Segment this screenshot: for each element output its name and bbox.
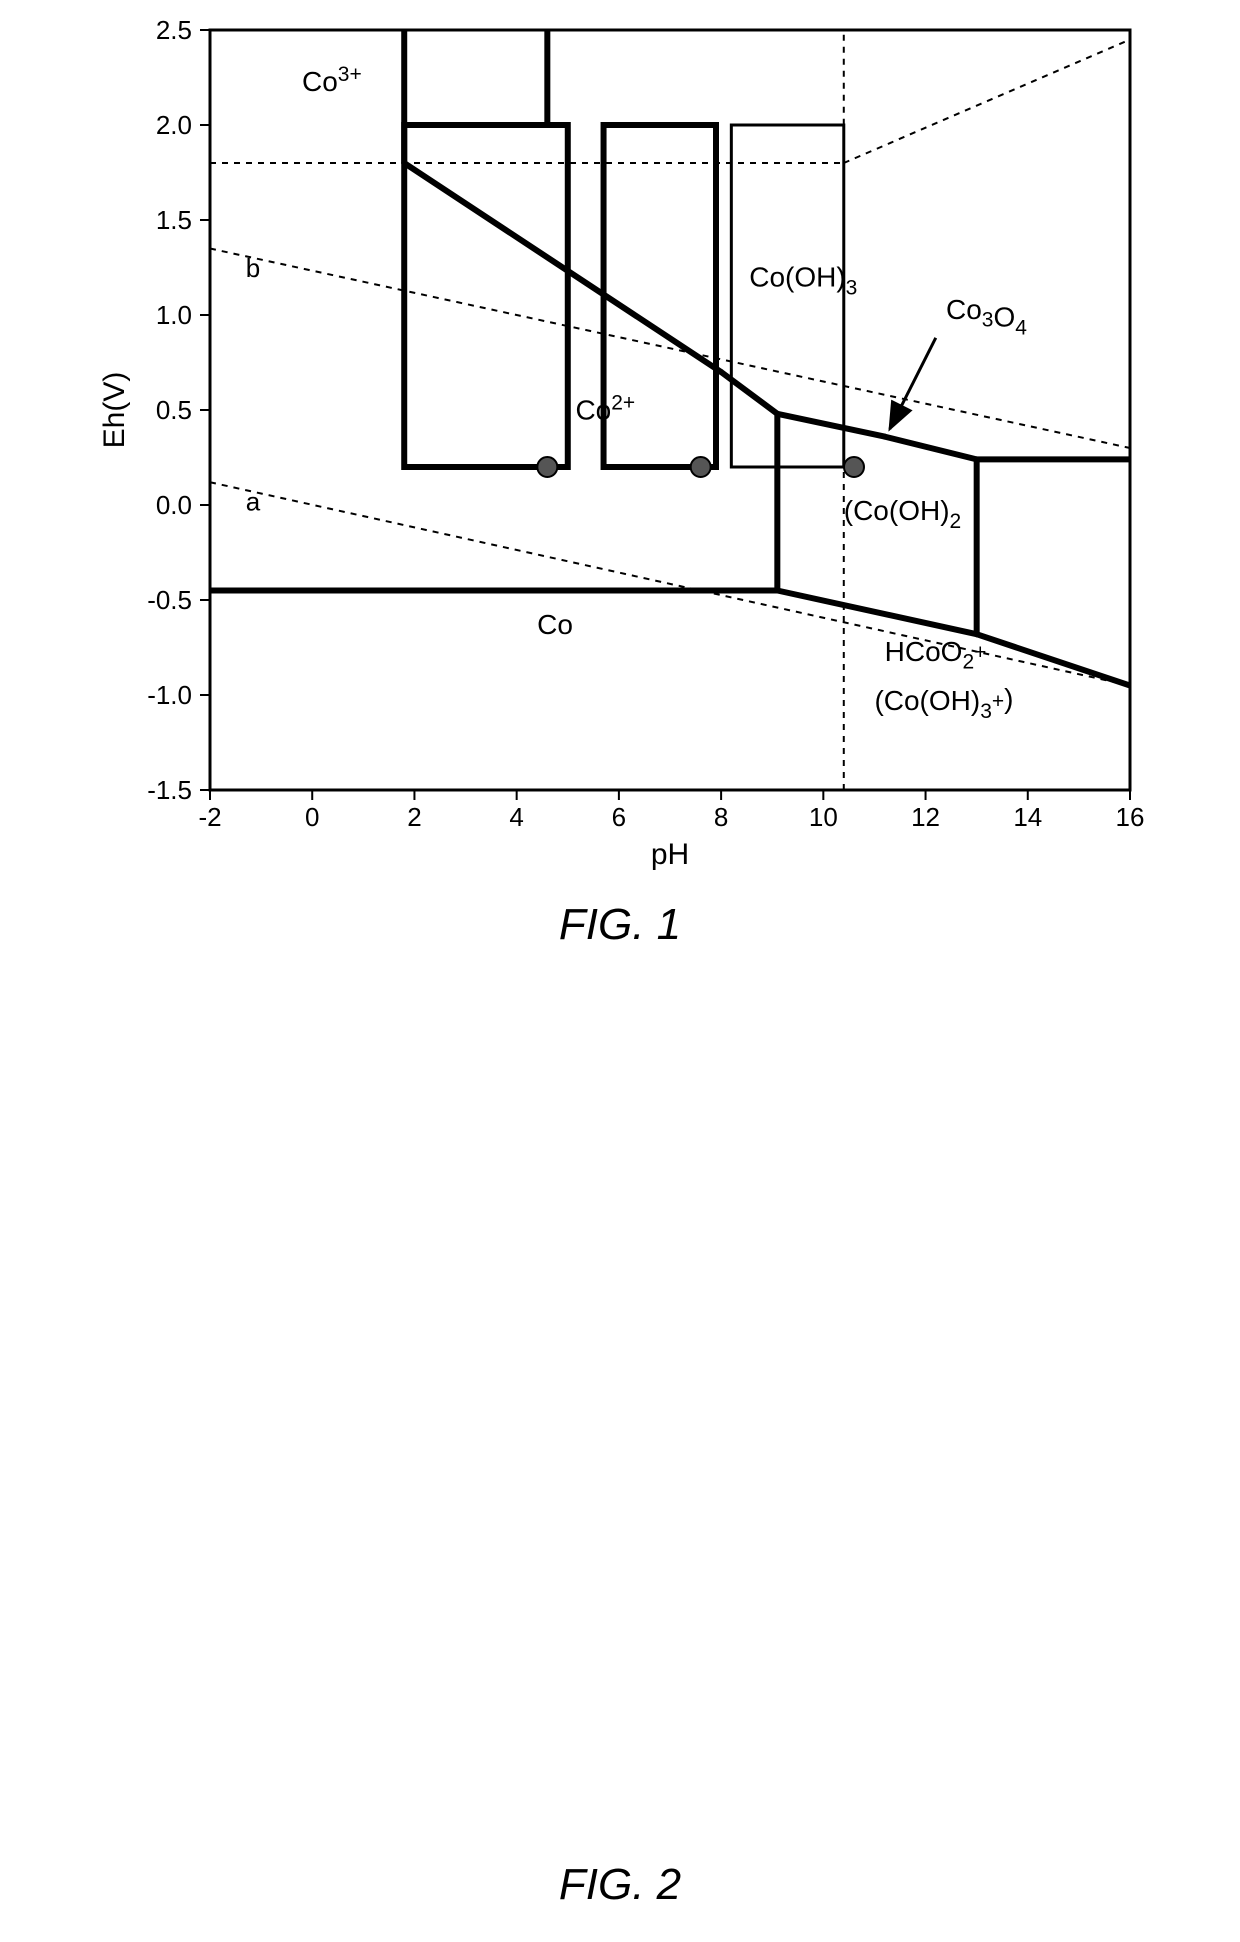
svg-text:-1.5: -1.5 (147, 775, 192, 805)
fig2-caption: FIG. 2 (0, 1860, 1240, 1910)
svg-text:pH: pH (651, 838, 689, 871)
svg-text:1.5: 1.5 (156, 205, 192, 235)
svg-text:a: a (246, 487, 261, 517)
svg-text:-2: -2 (198, 802, 221, 832)
pourbaix-diagram: abCo3+Co2+Co(OH)3Co3O4(Co(OH)2CoHCoO2+(C… (0, 0, 1240, 970)
svg-text:8: 8 (714, 802, 728, 832)
svg-text:1.0: 1.0 (156, 300, 192, 330)
svg-text:-1.0: -1.0 (147, 680, 192, 710)
svg-text:0.5: 0.5 (156, 395, 192, 425)
svg-text:16: 16 (1116, 802, 1145, 832)
svg-text:14: 14 (1013, 802, 1042, 832)
fig1-caption: FIG. 1 (0, 900, 1240, 950)
svg-text:b: b (246, 253, 260, 283)
svg-text:10: 10 (809, 802, 838, 832)
svg-text:2.0: 2.0 (156, 110, 192, 140)
svg-text:12: 12 (911, 802, 940, 832)
svg-text:-0.5: -0.5 (147, 585, 192, 615)
svg-text:Co: Co (537, 609, 573, 640)
svg-text:Eh(V): Eh(V) (98, 372, 131, 449)
etch-thickness-chart: 05101520253035Time (min)0.00.20.40.60.81… (0, 1020, 1240, 1860)
svg-text:2: 2 (407, 802, 421, 832)
svg-text:0.0: 0.0 (156, 490, 192, 520)
svg-text:2.5: 2.5 (156, 15, 192, 45)
svg-text:4: 4 (509, 802, 523, 832)
page: abCo3+Co2+Co(OH)3Co3O4(Co(OH)2CoHCoO2+(C… (0, 0, 1240, 1942)
svg-text:0: 0 (305, 802, 319, 832)
svg-text:6: 6 (612, 802, 626, 832)
